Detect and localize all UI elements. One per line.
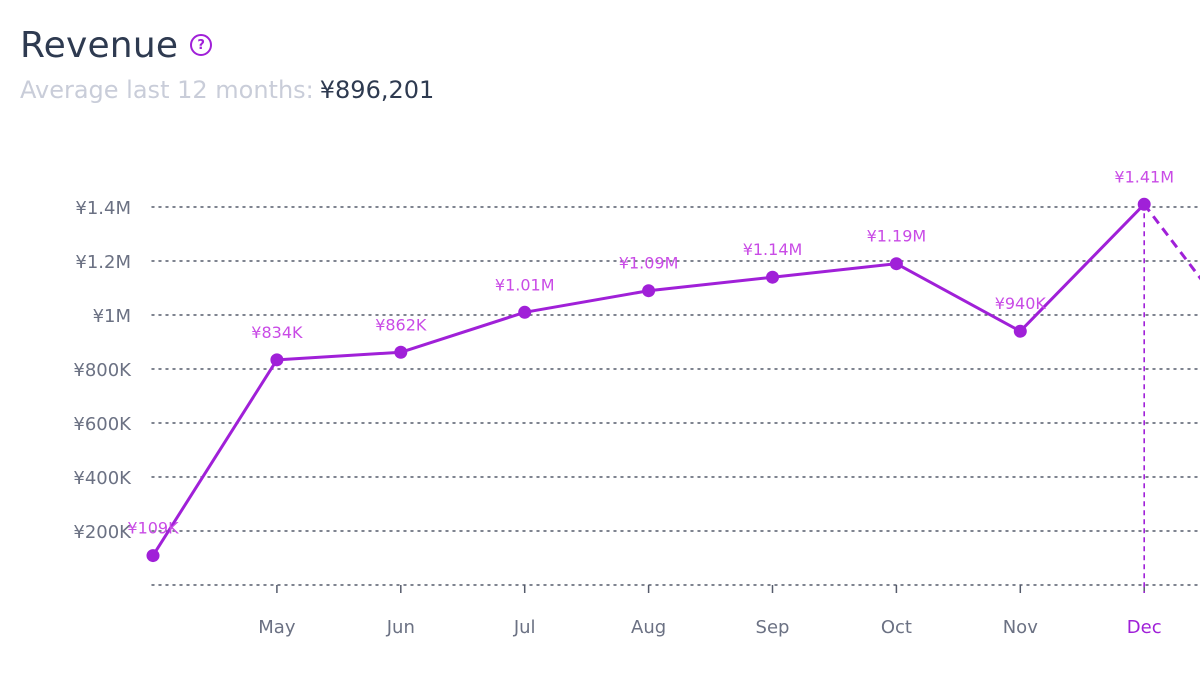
- x-tick-label: Nov: [1003, 617, 1038, 638]
- data-label: ¥1.14M: [743, 240, 803, 259]
- data-point: [642, 284, 656, 298]
- data-label: ¥834K: [251, 323, 303, 342]
- y-tick-label: ¥1.4M: [75, 198, 131, 219]
- x-tick-label: Dec: [1127, 617, 1162, 638]
- y-tick-label: ¥400K: [73, 468, 132, 489]
- x-tick-label: May: [258, 617, 296, 638]
- title-row: Revenue ?: [20, 18, 434, 72]
- average-value: ¥896,201: [319, 76, 435, 104]
- data-point: [889, 257, 903, 271]
- y-tick-label: ¥1M: [93, 306, 131, 327]
- data-point: [270, 353, 284, 367]
- data-label: ¥940K: [995, 294, 1047, 313]
- data-label: ¥1.01M: [495, 275, 555, 294]
- x-tick-label: Jul: [513, 617, 536, 638]
- data-point: [1137, 197, 1151, 211]
- x-tick-label: Oct: [881, 617, 912, 638]
- average-label: Average last 12 months:: [20, 76, 314, 104]
- question-circle-icon[interactable]: ?: [190, 34, 213, 56]
- chart-header: Revenue ? Average last 12 months: ¥896,20…: [20, 18, 434, 105]
- y-tick-label: ¥1.2M: [75, 252, 131, 273]
- y-tick-label: ¥200K: [73, 522, 132, 543]
- average-summary: Average last 12 months: ¥896,201: [20, 76, 434, 104]
- x-tick-label: Aug: [631, 617, 666, 638]
- page-title: Revenue: [20, 24, 179, 66]
- data-label: ¥1.19M: [867, 227, 927, 246]
- series-continuation-dashed: [1143, 203, 1200, 281]
- y-tick-label: ¥800K: [73, 360, 132, 381]
- data-point: [146, 549, 160, 563]
- data-label: ¥862K: [375, 315, 427, 334]
- data-label: ¥1.09M: [619, 254, 679, 273]
- data-point: [1013, 324, 1027, 338]
- data-point: [766, 270, 779, 284]
- y-tick-label: ¥600K: [73, 414, 132, 435]
- x-tick-label: Sep: [756, 617, 790, 638]
- data-label: ¥1.41M: [1114, 167, 1174, 186]
- data-label: ¥109K: [127, 519, 179, 538]
- data-point: [394, 345, 408, 359]
- data-point: [518, 305, 532, 319]
- x-tick-label: Jun: [386, 617, 415, 638]
